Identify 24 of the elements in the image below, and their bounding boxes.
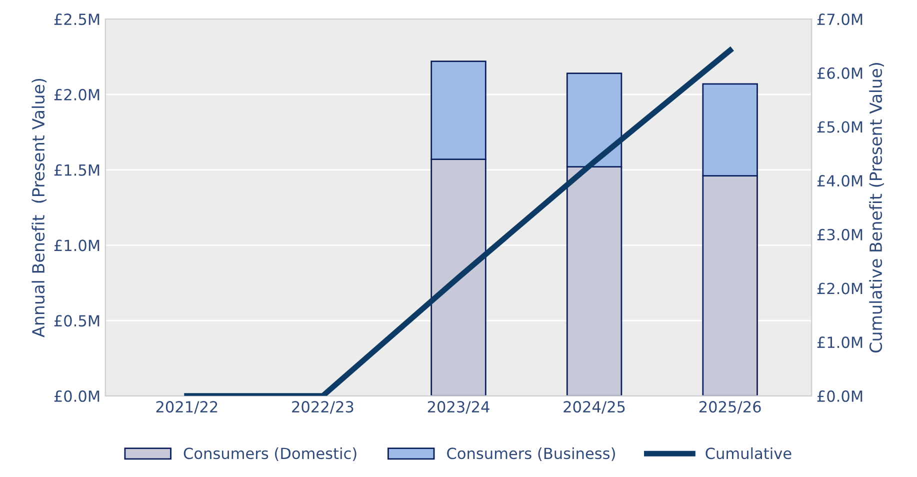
x-tick-label: 2024/25	[564, 401, 625, 414]
legend-label: Consumers (Business)	[447, 447, 615, 461]
y-tick-label: £2.5M	[54, 14, 100, 26]
y-tick-label: £2.0M	[54, 88, 100, 100]
y2-axis-title: Cumulative Benefit (Present Value)	[869, 62, 884, 352]
x-tick-label: 2022/23	[292, 401, 354, 414]
y2-tick-label: £6.0M	[817, 67, 862, 79]
y2-tick-label: £4.0M	[817, 175, 862, 187]
y2-tick-label: £2.0M	[817, 282, 862, 294]
y-tick-label: £0.5M	[54, 315, 100, 327]
y-axis-title: Annual Benefit (Present Value)	[32, 78, 47, 338]
legend-label: Consumers (Domestic)	[184, 447, 356, 461]
y2-tick-label: £1.0M	[817, 336, 862, 348]
y-tick-label: £1.0M	[54, 240, 100, 252]
y2-tick-label: £0.0M	[817, 390, 862, 402]
legend-label: Cumulative	[706, 447, 792, 460]
y2-tick-label: £5.0M	[817, 121, 862, 133]
y-tick-label: £1.5M	[54, 164, 100, 176]
x-tick-label: 2023/24	[428, 401, 490, 414]
y-tick-label: £0.0M	[54, 390, 100, 402]
x-tick-label: 2025/26	[699, 401, 761, 414]
x-tick-label: 2021/22	[156, 401, 218, 414]
y2-tick-label: £3.0M	[817, 228, 862, 240]
y2-tick-label: £7.0M	[817, 14, 862, 26]
